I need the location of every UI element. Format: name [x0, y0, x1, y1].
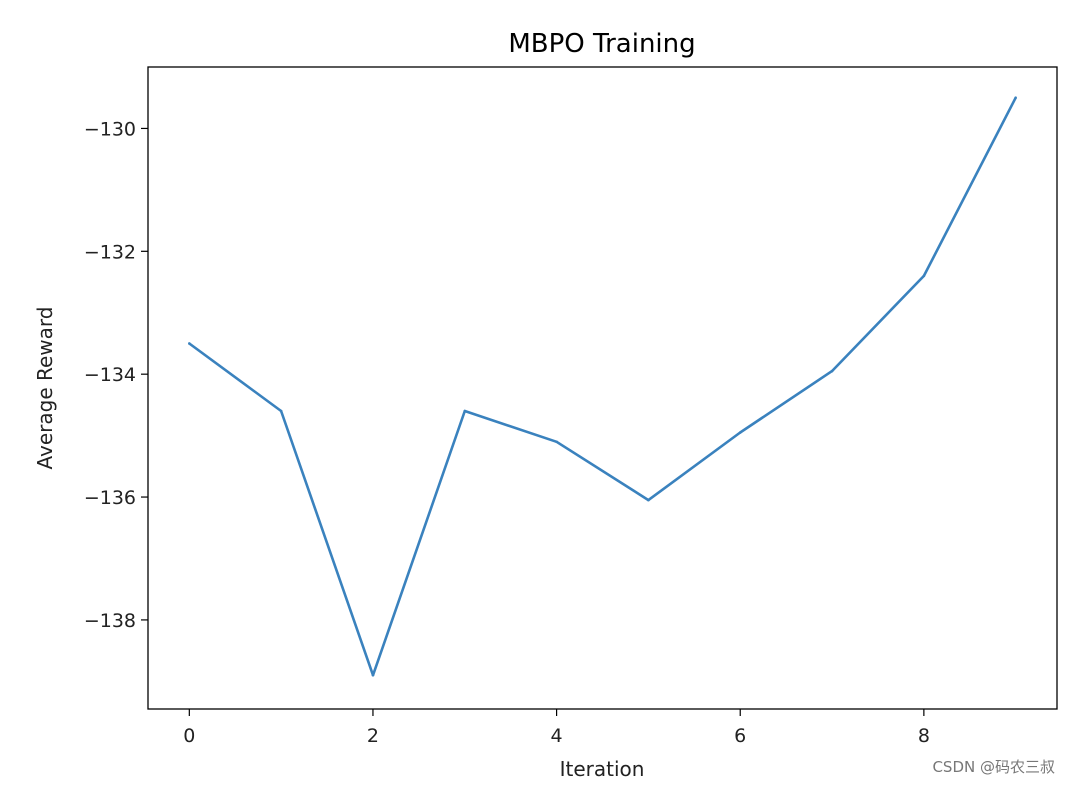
x-tick-label: 6	[734, 725, 746, 747]
data-point	[371, 673, 375, 677]
y-tick-label: −132	[84, 241, 136, 263]
y-tick-label: −134	[84, 364, 136, 386]
watermark-text: CSDN @码农三叔	[932, 758, 1055, 776]
data-point	[830, 369, 834, 373]
data-point	[279, 409, 283, 413]
data-point	[463, 409, 467, 413]
x-tick-label: 4	[551, 725, 563, 747]
x-axis-label: Iteration	[560, 757, 645, 781]
data-points	[188, 96, 1017, 677]
y-axis: −130 −132 −134 −136 −138	[84, 118, 148, 632]
y-axis-label: Average Reward	[33, 307, 57, 470]
x-axis: 0 2 4 6 8	[183, 709, 930, 747]
x-tick-label: 8	[918, 725, 930, 747]
x-tick-label: 2	[367, 725, 379, 747]
plot-area-frame	[147, 66, 1058, 710]
y-tick-label: −130	[84, 118, 136, 140]
data-point	[555, 440, 558, 444]
y-tick-label: −138	[84, 610, 136, 632]
data-point	[1014, 96, 1017, 100]
data-point	[738, 431, 742, 434]
chart-title: MBPO Training	[508, 29, 695, 59]
data-point	[922, 274, 926, 278]
series-line	[188, 97, 1017, 677]
x-tick-label: 0	[183, 725, 195, 747]
y-tick-label: −136	[84, 487, 136, 509]
data-point	[647, 498, 650, 502]
data-point	[188, 342, 191, 345]
